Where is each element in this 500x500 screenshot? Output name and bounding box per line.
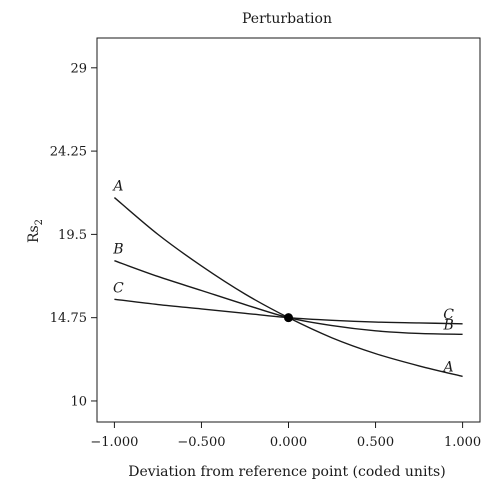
- x-tick-label: 0.500: [357, 435, 394, 450]
- x-tick-label: −1.000: [90, 435, 138, 450]
- series-label-end-c: C: [443, 307, 454, 323]
- series-label-start-b: B: [112, 242, 123, 258]
- series-curves: [113, 197, 463, 378]
- y-tick-label: 14.75: [50, 311, 87, 326]
- reference-point-marker: [284, 313, 293, 323]
- x-axis-label: Deviation from reference point (coded un…: [128, 464, 445, 480]
- y-axis: 10 14.75 19.5 24.25 29: [50, 61, 97, 409]
- y-tick-label: 19.5: [58, 228, 87, 243]
- series-label-start-c: C: [113, 280, 124, 296]
- chart-title: Perturbation: [242, 11, 332, 27]
- y-axis-label-main: Rs: [26, 225, 42, 243]
- plot-frame: [96, 37, 481, 423]
- series-label-start-a: A: [111, 179, 123, 195]
- y-axis-label: Rs2: [26, 219, 45, 243]
- series-label-end-a: A: [442, 359, 454, 375]
- y-tick-label: 24.25: [50, 145, 87, 160]
- x-tick-label: 0.000: [270, 435, 307, 450]
- x-tick-label: 1.000: [444, 435, 481, 450]
- y-axis-label-subscript: 2: [34, 219, 45, 225]
- x-axis: −1.000 −0.500 0.000 0.500 1.000: [90, 422, 481, 450]
- x-tick-label: −0.500: [177, 435, 225, 450]
- series-label-end-b: B: [442, 317, 453, 333]
- y-tick-label: 29: [70, 61, 87, 76]
- y-tick-label: 10: [70, 394, 87, 409]
- series-line-a: [113, 197, 463, 378]
